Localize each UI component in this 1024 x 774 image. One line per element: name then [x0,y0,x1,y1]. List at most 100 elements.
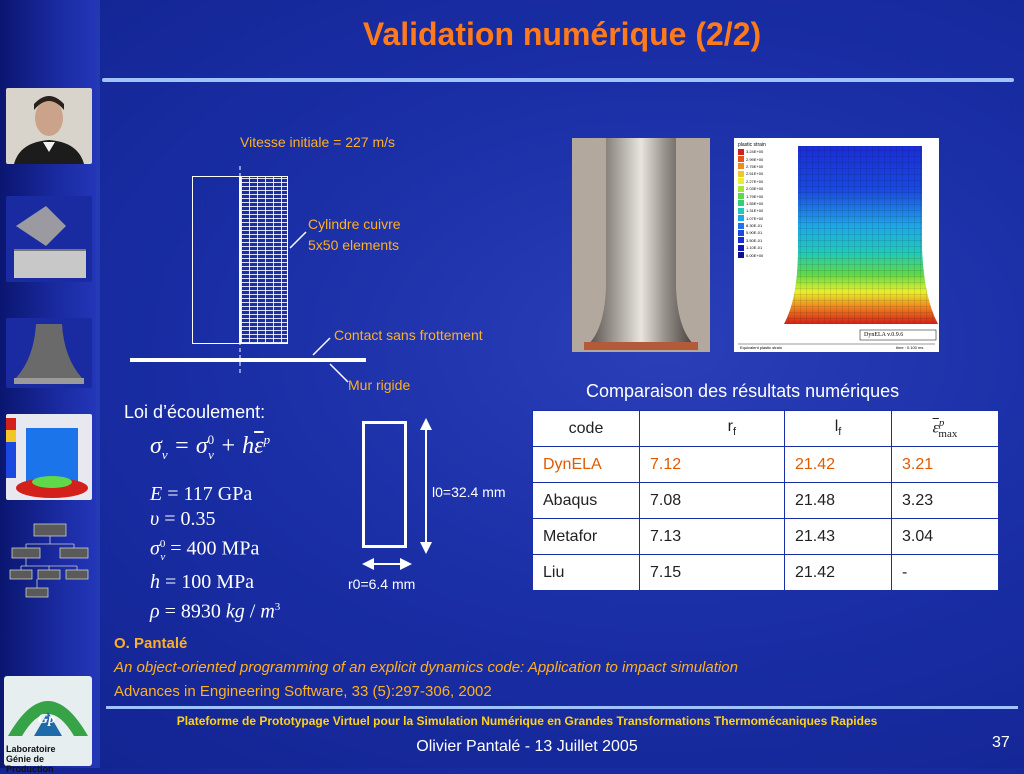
legend-value: 2.27E+00 [746,178,764,184]
lab-name-line2: Génie de Production [6,754,54,774]
header-code: code [532,410,640,447]
sim-legend-entry: 3.24E+00 [738,148,763,155]
class-diagram-thumbnail [9,523,89,598]
cylinder-mesh [240,176,288,344]
legend-value: 0.00E+00 [746,252,764,258]
diagram-lines [130,166,366,383]
cell-emax: - [891,554,999,591]
cylinder-label-line1: Cylindre cuivre [308,216,401,232]
legend-value: 3.24E+00 [746,149,764,155]
legend-swatch [738,185,744,192]
legend-swatch [738,178,744,185]
cell-rf: 7.12 [639,446,785,483]
legend-swatch [738,200,744,207]
param-yield: σ0v = 400 MPa [150,537,260,563]
header-lf: lf [784,410,892,447]
cell-lf: 21.43 [784,518,892,555]
sim-legend-entry: 8.30E-01 [738,222,763,229]
length-label: l0=32.4 mm [432,484,506,500]
legend-value: 2.99E+00 [746,156,764,162]
cell-emax: 3.23 [891,482,999,519]
table-row: Abaqus 7.08 21.48 3.23 [532,482,999,519]
platform-label: Plateforme de Prototypage Virtuel pour l… [176,714,878,728]
sidebar-edge [96,0,100,768]
sim-version-label: DynELA v.0.9.6 [864,332,904,338]
sim-legend-entry: 2.03E+00 [738,185,763,192]
reference-author: O. Pantalé [114,635,188,652]
param-hardening: h = 100 MPa [150,570,255,593]
sim-footer-right: time : 0.100 ms [896,345,924,350]
gp-logo-icon [8,701,88,736]
sim-legend-entry: 2.75E+00 [738,163,763,170]
sim-legend-entry: 2.51E+00 [738,170,763,177]
cell-emax: 3.21 [891,446,999,483]
cell-code: Liu [532,554,640,591]
cell-code: Abaqus [532,482,640,519]
radius-label: r0=6.4 mm [348,576,416,592]
cell-rf: 7.15 [639,554,785,591]
legend-value: 1.31E+00 [746,208,764,214]
logo-text: Gp [38,712,56,727]
experimental-photo [572,138,710,352]
sim-legend-entry: 1.55E+00 [738,200,763,207]
legend-swatch [738,193,744,200]
header-rf: rf [639,410,785,447]
rigid-wall-label: Mur rigide [348,377,411,393]
table-header-row: code rf lf εpmax [532,410,999,447]
flow-law-heading: Loi d’écoulement: [124,402,266,422]
legend-swatch [738,244,744,251]
sim-legend-entry: 2.99E+00 [738,155,764,163]
legend-swatch [738,170,744,177]
sim-legend-title: plastic strain [738,142,766,148]
presenter-label: Olivier Pantalé - 13 Juillet 2005 [416,738,638,755]
contact-label: Contact sans frottement [334,327,483,343]
cell-emax: 3.04 [891,518,999,555]
param-e: E = 117 GPa [150,483,253,505]
legend-value: 2.75E+00 [746,163,764,169]
sim-legend-entry: 1.10E-01 [738,244,763,251]
deformed-cylinder-thumbnail [6,318,92,388]
legend-swatch [738,222,744,229]
cell-lf: 21.42 [784,446,892,483]
param-poisson: υ = 0.35 [150,508,216,530]
sim-footer-left: Equivalent plastic strain [740,345,783,350]
comparison-title: Comparaison des résultats numériques [586,381,900,401]
cell-lf: 21.48 [784,482,892,519]
sidebar: Gp Laboratoire Génie de Production [0,0,96,774]
legend-swatch [738,207,744,214]
legend-swatch [738,252,744,259]
sim-mesh [738,146,938,345]
comparison-table: code rf lf εpmax DynELA 7.12 21.42 3.21 … [532,410,999,591]
legend-swatch [738,148,744,155]
legend-swatch [738,215,744,222]
machining-thumbnail [6,196,92,282]
lab-name-line1: Laboratoire [6,744,56,754]
legend-value: 1.79E+00 [746,193,764,199]
legend-value: 1.07E+00 [746,215,764,221]
sim-legend-entry: 3.50E-01 [738,237,763,244]
reference-journal: Advances in Engineering Software, 33 (5)… [114,683,492,700]
specimen-rect [362,421,407,548]
sim-legend-entry: 0.00E+00 [738,251,764,259]
cell-lf: 21.42 [784,554,892,591]
legend-value: 2.03E+00 [746,186,764,192]
footer-divider [106,706,1018,709]
sim-legend-entry: 2.27E+00 [738,178,763,185]
cell-code: Metafor [532,518,640,555]
legend-swatch [738,229,744,236]
table-row: Metafor 7.13 21.43 3.04 [532,518,999,555]
legend-swatch [738,156,744,163]
cell-code: DynELA [532,446,640,483]
param-density: ρ = 8930 kg / m3 [150,600,281,623]
sim-legend-entry: 5.90E-01 [738,229,763,236]
simulation-image: plastic strain 3.24E+00 2.99E+00 2.75E+00 2… [734,138,939,352]
cylinder-label-line2: 5x50 elements [308,237,400,253]
legend-value: 1.55E+00 [746,200,764,206]
page-number: 37 [992,734,1010,751]
legend-value: 3.50E-01 [746,237,763,243]
table-row: DynELA 7.12 21.42 3.21 [532,446,999,483]
param-list: E = 117 GPa υ = 0.35 σ0v = 400 MPa h = 1… [150,482,280,624]
initial-velocity-label: Vitesse initiale = 227 m/s [240,134,395,150]
dimension-arrows [362,418,432,570]
sim-legend-entry: 1.79E+00 [738,192,764,200]
